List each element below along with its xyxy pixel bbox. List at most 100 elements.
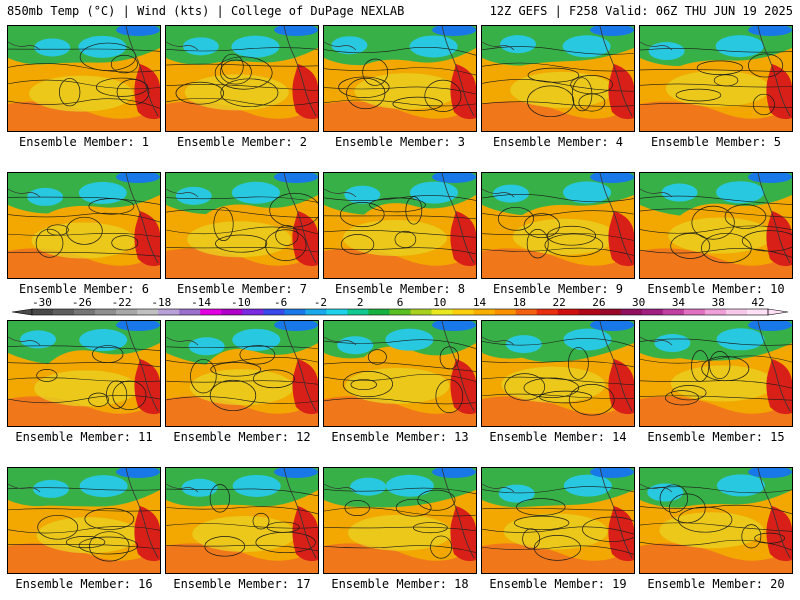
temperature-map (165, 467, 319, 574)
ensemble-panel: Ensemble Member: 1 (7, 25, 161, 150)
ensemble-panel: Ensemble Member: 4 (481, 25, 635, 150)
colorbar-tick-label: 10 (433, 296, 446, 309)
ensemble-member-label: Ensemble Member: 5 (650, 135, 782, 149)
colorbar-segment (620, 309, 643, 315)
temperature-map (639, 25, 793, 132)
ensemble-panel: Ensemble Member: 16 (7, 467, 161, 592)
ensemble-member-label: Ensemble Member: 9 (492, 282, 624, 296)
temperature-map (481, 25, 635, 132)
ensemble-panel: Ensemble Member: 6 (7, 172, 161, 297)
colorbar-segment (410, 309, 432, 315)
ensemble-member-label: Ensemble Member: 7 (176, 282, 308, 296)
ensemble-panel: Ensemble Member: 10 (639, 172, 793, 297)
colorbar-segment (284, 309, 306, 315)
colorbar-tick-label: 22 (552, 296, 565, 309)
ensemble-panel: Ensemble Member: 17 (165, 467, 319, 592)
colorbar-segment (662, 309, 685, 315)
colorbar-segment (494, 309, 516, 315)
colorbar-tick-label: -2 (314, 296, 327, 309)
colorbar-tick-label: 2 (357, 296, 364, 309)
ensemble-panel: Ensemble Member: 5 (639, 25, 793, 150)
colorbar-tick-label: 38 (712, 296, 725, 309)
colorbar-segment (32, 309, 54, 315)
colorbar-segment (263, 309, 285, 315)
ensemble-panel: Ensemble Member: 20 (639, 467, 793, 592)
temperature-map (323, 467, 477, 574)
temperature-map (165, 172, 319, 279)
ensemble-member-label: Ensemble Member: 13 (331, 430, 469, 444)
colorbar-tick-label: 42 (751, 296, 764, 309)
temperature-colorbar: -30 -26 -22 -18 -14 -10 -6 -2 2 6 10 14 18 22 26 30 34 38… (11, 296, 789, 316)
colorbar-segment (641, 309, 664, 315)
temperature-map (165, 320, 319, 427)
colorbar-segment (116, 309, 138, 315)
temperature-map (323, 172, 477, 279)
ensemble-panel: Ensemble Member: 18 (323, 467, 477, 592)
ensemble-panel: Ensemble Member: 9 (481, 172, 635, 297)
colorbar-tick-label: -14 (191, 296, 211, 309)
colorbar-segment (158, 309, 180, 315)
ensemble-panel: Ensemble Member: 15 (639, 320, 793, 445)
temperature-map (7, 467, 161, 574)
ensemble-member-label: Ensemble Member: 3 (334, 135, 466, 149)
ensemble-member-label: Ensemble Member: 1 (18, 135, 150, 149)
ensemble-member-label: Ensemble Member: 15 (647, 430, 785, 444)
colorbar-tick-label: -26 (72, 296, 92, 309)
ensemble-panel: Ensemble Member: 2 (165, 25, 319, 150)
temperature-map (323, 25, 477, 132)
temperature-map (481, 320, 635, 427)
colorbar-segment (746, 309, 769, 315)
colorbar-segment (74, 309, 96, 315)
ensemble-member-label: Ensemble Member: 20 (647, 577, 785, 591)
colorbar-segment (389, 309, 411, 315)
ensemble-member-label: Ensemble Member: 18 (331, 577, 469, 591)
colorbar-tick-label: 18 (513, 296, 526, 309)
ensemble-member-label: Ensemble Member: 14 (489, 430, 627, 444)
colorbar-segment (179, 309, 201, 315)
ensemble-member-label: Ensemble Member: 16 (15, 577, 153, 591)
temperature-map (639, 320, 793, 427)
temperature-map (481, 467, 635, 574)
temperature-map (639, 172, 793, 279)
header-title: 850mb Temp (°C) | Wind (kts) | College o… (7, 4, 405, 18)
colorbar-segment (473, 309, 495, 315)
colorbar-tick-label: 14 (473, 296, 487, 309)
ensemble-member-label: Ensemble Member: 11 (15, 430, 153, 444)
ensemble-member-label: Ensemble Member: 6 (18, 282, 150, 296)
ensemble-member-label: Ensemble Member: 19 (489, 577, 627, 591)
colorbar-segment (221, 309, 243, 315)
temperature-map (7, 25, 161, 132)
ensemble-member-label: Ensemble Member: 12 (173, 430, 311, 444)
colorbar-tick-label: -6 (274, 296, 287, 309)
ensemble-panel: Ensemble Member: 14 (481, 320, 635, 445)
ensemble-panel: Ensemble Member: 8 (323, 172, 477, 297)
colorbar-segment (515, 309, 537, 315)
colorbar-tick-label: 26 (592, 296, 605, 309)
colorbar-segment (326, 309, 348, 315)
ensemble-panel: Ensemble Member: 7 (165, 172, 319, 297)
ensemble-member-label: Ensemble Member: 8 (334, 282, 466, 296)
colorbar-segment (431, 309, 453, 315)
colorbar-left-arrow (11, 308, 33, 316)
colorbar-segment (53, 309, 75, 315)
temperature-map (7, 172, 161, 279)
ensemble-panel: Ensemble Member: 3 (323, 25, 477, 150)
colorbar-segment (557, 309, 580, 315)
colorbar-segment (683, 309, 706, 315)
colorbar-segment (305, 309, 327, 315)
ensemble-member-label: Ensemble Member: 17 (173, 577, 311, 591)
temperature-map (7, 320, 161, 427)
colorbar-tick-label: 30 (632, 296, 645, 309)
colorbar-segment (578, 309, 601, 315)
ensemble-member-label: Ensemble Member: 2 (176, 135, 308, 149)
colorbar-segment (368, 309, 390, 315)
ensemble-panel: Ensemble Member: 13 (323, 320, 477, 445)
colorbar-segment (452, 309, 474, 315)
colorbar-tick-label: 6 (397, 296, 404, 309)
temperature-map (165, 25, 319, 132)
header-run-info: 12Z GEFS | F258 Valid: 06Z THU JUN 19 20… (489, 4, 793, 18)
colorbar-tick-label: -10 (231, 296, 251, 309)
ensemble-panel: Ensemble Member: 12 (165, 320, 319, 445)
ensemble-member-label: Ensemble Member: 4 (492, 135, 624, 149)
colorbar-segment (242, 309, 264, 315)
